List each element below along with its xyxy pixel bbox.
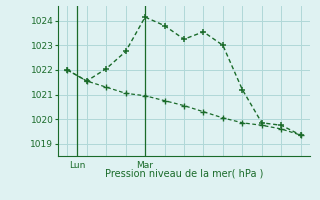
Text: Lun: Lun (69, 161, 85, 170)
X-axis label: Pression niveau de la mer( hPa ): Pression niveau de la mer( hPa ) (105, 168, 263, 179)
Text: Mar: Mar (137, 161, 154, 170)
